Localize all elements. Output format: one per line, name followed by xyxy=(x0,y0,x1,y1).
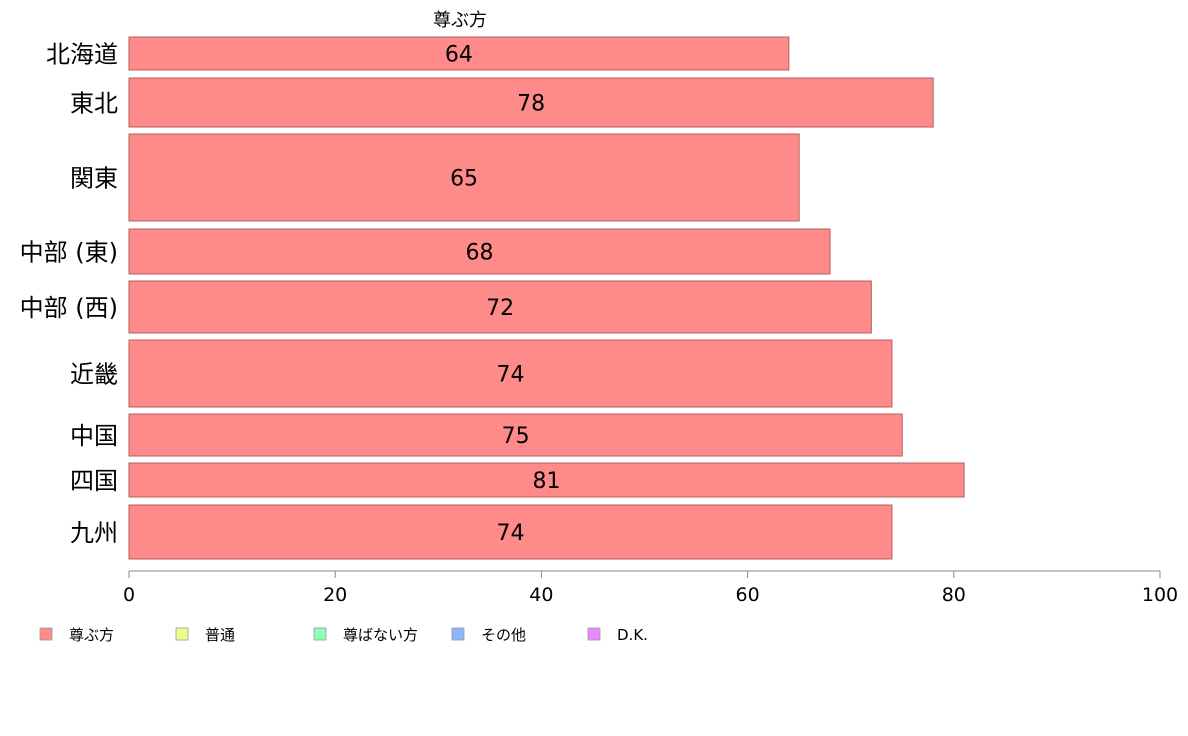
data-label-1: 64 xyxy=(445,43,473,68)
data-label-6: 74 xyxy=(496,363,524,388)
bar-7 xyxy=(128,413,903,457)
bar-1 xyxy=(128,36,790,71)
legend-label-4: その他 xyxy=(481,626,526,644)
x-tick-label-5: 80 xyxy=(942,584,966,606)
bar-3 xyxy=(128,133,800,222)
data-label-8: 81 xyxy=(533,469,561,494)
category-label-9: 九州 xyxy=(70,519,118,547)
bar-8 xyxy=(128,462,965,498)
legend-swatch-1 xyxy=(39,627,53,641)
category-label-8: 四国 xyxy=(70,467,118,495)
category-label-7: 中国 xyxy=(70,422,118,450)
legend-swatch-5 xyxy=(587,627,601,641)
x-tick-label-6: 100 xyxy=(1142,584,1178,606)
legend-label-3: 尊ばない方 xyxy=(343,626,418,644)
data-label-4: 68 xyxy=(466,241,494,266)
bar-4 xyxy=(128,228,831,275)
series-header: 尊ぶ方 xyxy=(433,10,487,31)
data-label-9: 74 xyxy=(496,521,524,546)
x-tick-label-1: 0 xyxy=(123,584,135,606)
bar-5 xyxy=(128,280,872,334)
bar-6 xyxy=(128,339,893,408)
legend-swatch-2 xyxy=(175,627,189,641)
x-tick-label-3: 40 xyxy=(529,584,553,606)
bar-2 xyxy=(128,77,934,128)
x-tick-label-4: 60 xyxy=(736,584,760,606)
category-label-3: 関東 xyxy=(70,165,118,193)
x-tick-label-2: 20 xyxy=(323,584,347,606)
legend-swatch-4 xyxy=(451,627,465,641)
category-label-5: 中部 (西) xyxy=(20,294,118,322)
data-label-2: 78 xyxy=(517,92,545,117)
bar-9 xyxy=(128,504,893,560)
category-label-1: 北海道 xyxy=(46,41,118,69)
data-label-7: 75 xyxy=(502,424,530,449)
data-label-5: 72 xyxy=(486,296,514,321)
category-label-2: 東北 xyxy=(70,90,118,118)
legend-label-1: 尊ぶ方 xyxy=(69,626,114,644)
legend-swatch-3 xyxy=(313,627,327,641)
legend-label-2: 普通 xyxy=(205,626,235,644)
data-label-3: 65 xyxy=(450,167,478,192)
legend-label-5: D.K. xyxy=(617,626,648,644)
category-label-6: 近畿 xyxy=(70,361,118,389)
category-label-4: 中部 (東) xyxy=(20,239,118,267)
